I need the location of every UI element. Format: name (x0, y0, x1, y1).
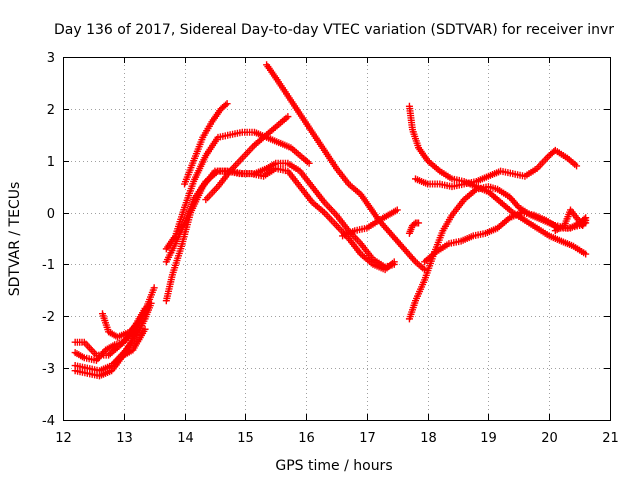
y-tick-label: 3 (47, 51, 55, 66)
chart-title: Day 136 of 2017, Sidereal Day-to-day VTE… (54, 22, 614, 38)
series-arc-7 (162, 164, 398, 305)
y-tick-label: -3 (42, 362, 55, 377)
data-point (393, 206, 401, 214)
grid-lines (63, 57, 610, 420)
x-tick-label: 21 (602, 431, 619, 446)
series-arc-13 (339, 206, 401, 240)
series-arc-19 (551, 206, 590, 235)
series-arc-16 (412, 146, 581, 191)
data-point (390, 260, 398, 268)
series-arc-12 (263, 61, 429, 274)
data-point (222, 101, 230, 109)
series-arc-18 (421, 209, 590, 266)
x-tick-label: 20 (541, 431, 558, 446)
x-tick-label: 18 (420, 431, 437, 446)
data-point (141, 305, 149, 313)
data-point (150, 284, 158, 292)
series-arc-11 (202, 113, 292, 204)
y-tick-label: 2 (47, 103, 55, 118)
y-tick-label: -1 (42, 258, 55, 273)
data-point (573, 162, 581, 170)
series-arc-10 (181, 100, 231, 188)
data-point (223, 100, 231, 108)
series-arc-14 (405, 219, 423, 237)
x-tick-label: 16 (298, 431, 315, 446)
x-tick-label: 14 (177, 431, 194, 446)
data-point (141, 325, 149, 333)
data-point (305, 159, 313, 167)
data-points (71, 61, 590, 380)
data-point (147, 299, 155, 307)
series-arc-8 (162, 159, 398, 271)
y-tick-label: -2 (42, 310, 55, 325)
series-arc-15 (405, 102, 590, 258)
series-arc-5 (99, 310, 143, 341)
data-point (410, 220, 418, 228)
series-arc-6 (111, 325, 149, 367)
data-point (284, 113, 292, 121)
plot-frame (63, 57, 611, 421)
y-axis-label: SDTVAR / TECUs (7, 182, 23, 297)
x-tick-label: 17 (359, 431, 376, 446)
x-tick-label: 12 (55, 431, 72, 446)
series-arc-17 (405, 183, 590, 323)
data-point (582, 250, 590, 258)
data-point (135, 317, 143, 325)
data-point (415, 219, 423, 227)
data-point (138, 312, 146, 320)
x-axis-label: GPS time / hours (275, 458, 392, 474)
x-tick-label: 15 (237, 431, 254, 446)
x-tick-label: 13 (116, 431, 133, 446)
data-point (582, 216, 590, 224)
y-tick-label: 1 (47, 155, 55, 170)
y-tick-label: -4 (42, 414, 55, 429)
y-tick-label: 0 (47, 207, 55, 222)
axis-ticks (63, 57, 611, 421)
x-tick-label: 19 (480, 431, 497, 446)
